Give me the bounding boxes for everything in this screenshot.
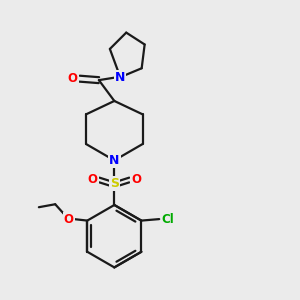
Text: O: O: [64, 213, 74, 226]
Text: O: O: [88, 173, 98, 186]
Text: Cl: Cl: [162, 213, 175, 226]
Text: N: N: [109, 154, 119, 167]
Text: O: O: [131, 173, 141, 186]
Text: O: O: [68, 72, 78, 85]
Text: N: N: [115, 71, 125, 84]
Text: S: S: [110, 177, 119, 190]
